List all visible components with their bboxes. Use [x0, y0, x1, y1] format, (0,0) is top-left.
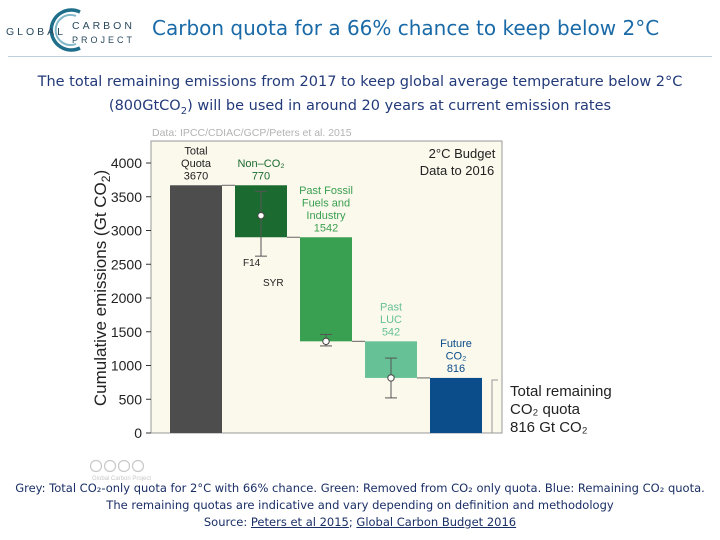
remaining-annotation: Total remaining CO₂ quota 816 Gt CO₂	[491, 379, 612, 436]
err-label-syr: SYR	[263, 278, 284, 289]
chart-source: Data: IPCC/CDIAC/GCP/Peters et al. 2015	[152, 127, 352, 139]
bar-label-total-quota-2: 3670	[184, 170, 208, 182]
bar-label-past-fossil-3: 1542	[314, 222, 338, 234]
bar-label-past-fossil-0: Past Fossil	[299, 185, 353, 197]
nc-icon	[117, 459, 131, 473]
y-axis-label-post: )	[91, 170, 110, 176]
bar-label-total-quota-0: Total	[184, 145, 207, 157]
subtitle-line-2: (800GtCO2) will be used in around 20 yea…	[10, 94, 710, 124]
bar-future-co2	[430, 377, 482, 433]
bar-label-future-co2-1: CO₂	[446, 350, 467, 362]
logo-word-carbon: CARBON	[72, 20, 135, 32]
logo-word-project: PROJECT	[72, 35, 136, 45]
slide-title: Carbon quota for a 66% chance to keep be…	[152, 16, 660, 40]
remaining-line-2: CO₂ quota	[510, 401, 581, 418]
bar-label-past-fossil-2: Industry	[306, 210, 346, 222]
marker-past-luc	[387, 374, 395, 382]
source-link-peters[interactable]: Peters et al 2015	[250, 515, 349, 529]
bar-label-past-fossil-1: Fuels and	[302, 197, 350, 209]
bar-label-past-luc-2: 542	[382, 326, 400, 338]
budget-line-1: 2°C Budget	[429, 146, 496, 161]
budget-box: 2°C Budget Data to 2016	[420, 146, 496, 178]
y-axis: 0 500 1000 1500 2000 2500 3000 3500 4000	[111, 155, 151, 441]
caption-separator: ;	[348, 515, 357, 529]
logo-word-global: GLOBAL	[6, 26, 67, 38]
subtitle-line-2-sub: 2	[180, 105, 188, 117]
remaining-line-3: 816 Gt CO₂	[510, 419, 588, 436]
slide-subtitle: The total remaining emissions from 2017 …	[10, 70, 710, 124]
remaining-bracket	[491, 379, 498, 434]
y-tick-label-1500: 1500	[111, 324, 142, 340]
caption-source-label: Source:	[203, 515, 251, 529]
bar-label-non-co2-0: Non–CO₂	[237, 158, 284, 170]
y-tick-label-4000: 4000	[111, 155, 142, 171]
bar-label-total-quota-1: Quota	[181, 158, 212, 170]
bar-label-past-luc-1: LUC	[380, 314, 402, 326]
caption-line-3: Source: Peters et al 2015; Global Carbon…	[4, 514, 716, 531]
y-tick-label-0: 0	[134, 425, 142, 441]
y-axis-label-pre: Cumulative emissions (Gt CO	[91, 182, 110, 406]
title-divider	[8, 56, 712, 57]
bar-label-future-co2-2: 816	[447, 363, 465, 375]
marker-non-co2	[257, 211, 265, 220]
gcp-logo-graphic	[49, 8, 81, 52]
source-link-gcb[interactable]: Global Carbon Budget 2016	[356, 515, 517, 529]
subtitle-line-2-pre: (800GtCO	[108, 98, 181, 114]
caption-line-2: The remaining quotas are indicative and …	[106, 498, 614, 512]
gcp-logo: GLOBAL CARBON PROJECT	[6, 6, 136, 52]
cc-icon	[89, 459, 103, 473]
y-tick-label-1000: 1000	[111, 358, 142, 374]
budget-line-2: Data to 2016	[420, 163, 494, 178]
bar-label-past-luc-0: Past	[380, 301, 402, 313]
cc-license-icons: Global Carbon Project	[89, 459, 151, 482]
y-tick-label-3500: 3500	[111, 189, 142, 205]
bar-past-fossil	[300, 237, 352, 342]
err-label-f14: F14	[243, 258, 261, 269]
bar-label-future-co2-0: Future	[440, 338, 472, 350]
y-tick-label-2000: 2000	[111, 290, 142, 306]
subtitle-line-1: The total remaining emissions from 2017 …	[37, 74, 683, 90]
license-text: Global Carbon Project	[92, 476, 151, 482]
caption-line-1: Grey: Total CO₂-only quota for 2°C with …	[15, 481, 705, 495]
by-icon	[103, 459, 117, 473]
slide-caption: Grey: Total CO₂-only quota for 2°C with …	[4, 480, 716, 531]
subtitle-line-2-post: ) will be used in around 20 years at cur…	[187, 98, 612, 114]
y-axis-label: Cumulative emissions (Gt CO2)	[91, 170, 113, 406]
bar-total-quota	[170, 185, 222, 433]
bars-layer	[170, 184, 482, 433]
marker-past-fossil	[322, 337, 330, 346]
y-tick-label-2500: 2500	[111, 256, 142, 272]
remaining-line-1: Total remaining	[510, 383, 612, 400]
bar-label-non-co2-1: 770	[252, 170, 270, 182]
y-tick-label-500: 500	[119, 391, 143, 407]
y-axis-label-sub: 2	[99, 175, 113, 182]
sa-icon	[131, 459, 145, 473]
y-tick-label-3000: 3000	[111, 223, 142, 239]
